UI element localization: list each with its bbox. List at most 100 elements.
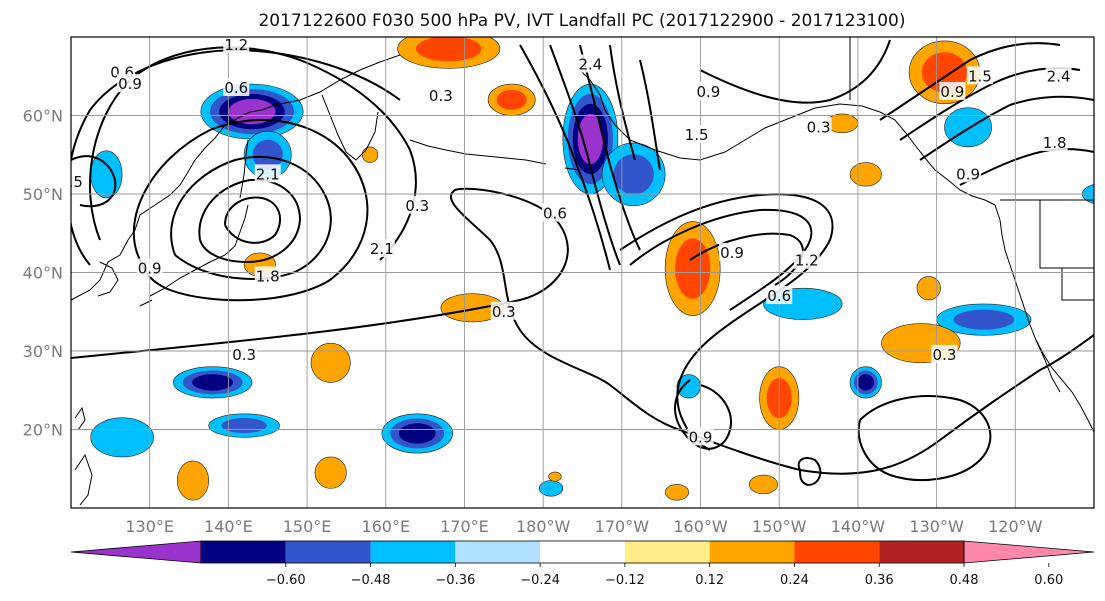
pv-anomaly [361, 146, 379, 163]
contour-label-bg [687, 427, 714, 446]
contour-label-bg [683, 125, 710, 144]
contour-ridge-1 [699, 39, 891, 104]
contour-label-text: 1.8 [1043, 134, 1067, 152]
contour-label-text: 0.9 [689, 428, 713, 446]
contour-label-bg [254, 164, 281, 183]
contour-label-text: 2.4 [578, 55, 602, 73]
contour-0.6-east [619, 193, 834, 451]
colorbar-segment [794, 541, 880, 563]
longitude-tick-label: 170°E [440, 517, 489, 536]
pv-anomaly-level [252, 139, 283, 170]
colorbar-segment [201, 541, 286, 563]
longitude-tick-label: 160°W [673, 517, 728, 536]
pv-anomaly-level [176, 460, 210, 501]
contour-label: 0.9 [695, 81, 722, 101]
colorbar-segments [70, 540, 1095, 564]
pv-anomaly-level [548, 471, 562, 482]
pv-anomaly-level [849, 162, 882, 187]
contour-outer-1 [89, 46, 417, 261]
contour-label: 1.8 [1041, 132, 1068, 152]
contour-label-bg [766, 286, 793, 305]
latitude-tick-label: 40°N [23, 264, 63, 283]
pv-anomaly [172, 366, 253, 399]
contour-label-bg [805, 117, 832, 136]
contour-label-text: 1.8 [256, 267, 280, 285]
contour-label-bg [577, 54, 604, 73]
contour-label-bg [368, 238, 395, 257]
pv-anomaly [849, 162, 882, 187]
gridlines [71, 37, 1094, 508]
pv-anomaly [208, 413, 280, 438]
pv-anomaly [936, 303, 1032, 336]
contour-label-bg [541, 203, 568, 222]
contour-label-bg [223, 37, 250, 53]
contour-label-bg [71, 172, 84, 191]
contour-label-text: 0.9 [940, 83, 964, 101]
contour-label: 2.4 [577, 54, 604, 73]
contour-label: 1.5 [966, 66, 993, 85]
contour-label-bg [931, 344, 958, 363]
coastline-alaska [579, 69, 996, 206]
contour-label-text: 0.3 [429, 87, 453, 105]
contour-label-bg [1045, 66, 1072, 85]
contour-label-bg [719, 242, 746, 261]
contour-label-bg [223, 78, 250, 97]
contour-trough-5 [639, 59, 661, 171]
colorbar-extend-max [963, 540, 1095, 564]
pv-anomaly-level [664, 484, 690, 501]
contour-label-bg [231, 344, 258, 363]
contour-label: 0.6 [766, 286, 793, 305]
colorbar-segment [879, 541, 964, 563]
pv-anomaly-level [675, 238, 711, 299]
colorbar-tick-label: −0.60 [266, 573, 306, 588]
contour-label: 0.9 [136, 258, 163, 278]
border-us-canada [849, 37, 1094, 301]
colorbar-tick-label: 0.24 [780, 573, 809, 588]
colorbar-segment [370, 541, 456, 563]
contour-label-text: 0.3 [933, 346, 957, 364]
colorbar-segment [285, 541, 371, 563]
contour-label-text: 0.9 [118, 75, 142, 93]
longitude-labels: 130°E 140°E 150°E 160°E 170°E 180°W 170°W 160°W… [125, 517, 1042, 536]
pv-anomaly [849, 366, 882, 399]
colorbar-tick-label: −0.12 [605, 573, 645, 588]
contour-label-bg [490, 301, 517, 320]
contour-label: 0.3 [404, 195, 431, 215]
pv-anomaly-level [192, 374, 234, 391]
contour-label: 1.5 [683, 125, 710, 144]
colorbar-outline [200, 540, 965, 564]
longitude-tick-label: 150°E [283, 517, 332, 536]
colorbar-tick-label: 0.12 [695, 573, 724, 588]
contour-label: 0.9 [939, 81, 966, 101]
coastline-baja [1035, 339, 1061, 393]
colorbar-segment [540, 541, 625, 563]
contour-label: 0.3 [231, 344, 258, 364]
pv-anomaly [397, 37, 501, 69]
pv-anomaly [310, 342, 351, 383]
pv-anomaly [664, 484, 690, 501]
coastline-asia [71, 54, 401, 301]
contour-label-bg [427, 85, 454, 104]
longitude-tick-label: 130°W [909, 517, 964, 536]
contour-label-bg [117, 74, 144, 93]
colorbar: −0.60 −0.48 −0.36 −0.24 −0.12 0.12 0.24 0.36 0.4… [70, 540, 1095, 588]
coastline-layer [71, 37, 1094, 506]
contour-label-text: 2.1 [370, 240, 394, 258]
pv-anomaly [749, 474, 778, 495]
contour-trough-3 [579, 44, 641, 251]
pv-anomaly [916, 276, 941, 301]
contour-ridge-4 [919, 95, 1094, 161]
contour-label-bg [695, 81, 722, 100]
contour-label-bg [1041, 132, 1068, 151]
colorbar-extend-min [70, 540, 202, 564]
colorbar-tick-label: 0.36 [865, 573, 894, 588]
latitude-tick-label: 30°N [23, 342, 63, 361]
contour-label-bg [793, 250, 820, 269]
pv-anomaly-level [398, 423, 436, 444]
pv-anomaly [90, 417, 154, 458]
contour-label: 1.2 [793, 250, 820, 270]
pv-anomaly-level [577, 113, 604, 165]
longitude-tick-label: 130°E [125, 517, 174, 536]
contour-label: 2.1 [368, 238, 395, 258]
contour-label-text: 2.4 [1047, 67, 1071, 85]
